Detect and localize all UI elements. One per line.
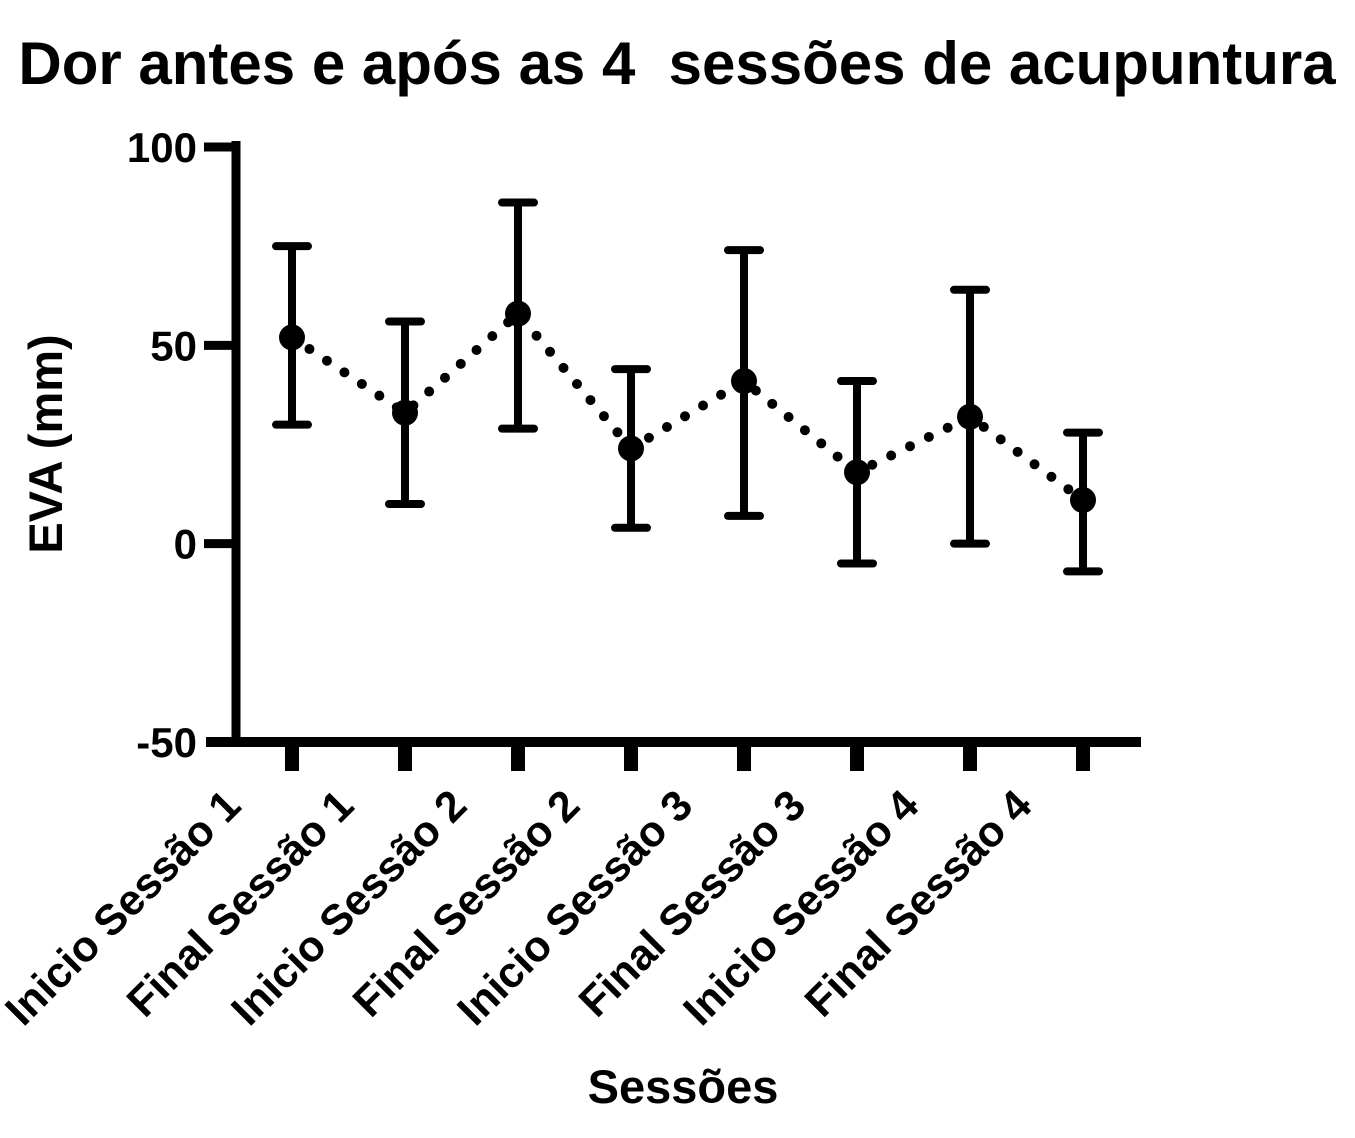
- y-tick-label: 0: [174, 521, 197, 568]
- x-tick: [285, 742, 299, 771]
- data-point-marker: [505, 300, 531, 327]
- data-point-marker: [279, 324, 305, 351]
- x-tick: [850, 742, 864, 771]
- trend-dotted-line: [287, 306, 1088, 506]
- x-tick: [624, 742, 638, 771]
- data-point-marker: [957, 403, 983, 430]
- y-tick-label: -50: [136, 719, 197, 766]
- data-point-marker: [392, 399, 418, 426]
- x-tick: [963, 742, 977, 771]
- x-tick: [511, 742, 525, 771]
- data-point-marker: [731, 368, 757, 395]
- y-axis-title: EVA (mm): [19, 334, 72, 553]
- data-point-marker: [618, 435, 644, 462]
- y-tick-label: 100: [127, 124, 197, 171]
- data-point-marker: [1070, 487, 1096, 514]
- x-axis-title: Sessões: [588, 1060, 779, 1113]
- data-point-marker: [844, 459, 870, 486]
- x-tick: [737, 742, 751, 771]
- x-tick: [1076, 742, 1090, 771]
- chart-title: Dor antes e após as 4 sessões de acupunt…: [18, 30, 1336, 97]
- y-tick-label: 50: [150, 322, 197, 369]
- x-tick: [398, 742, 412, 771]
